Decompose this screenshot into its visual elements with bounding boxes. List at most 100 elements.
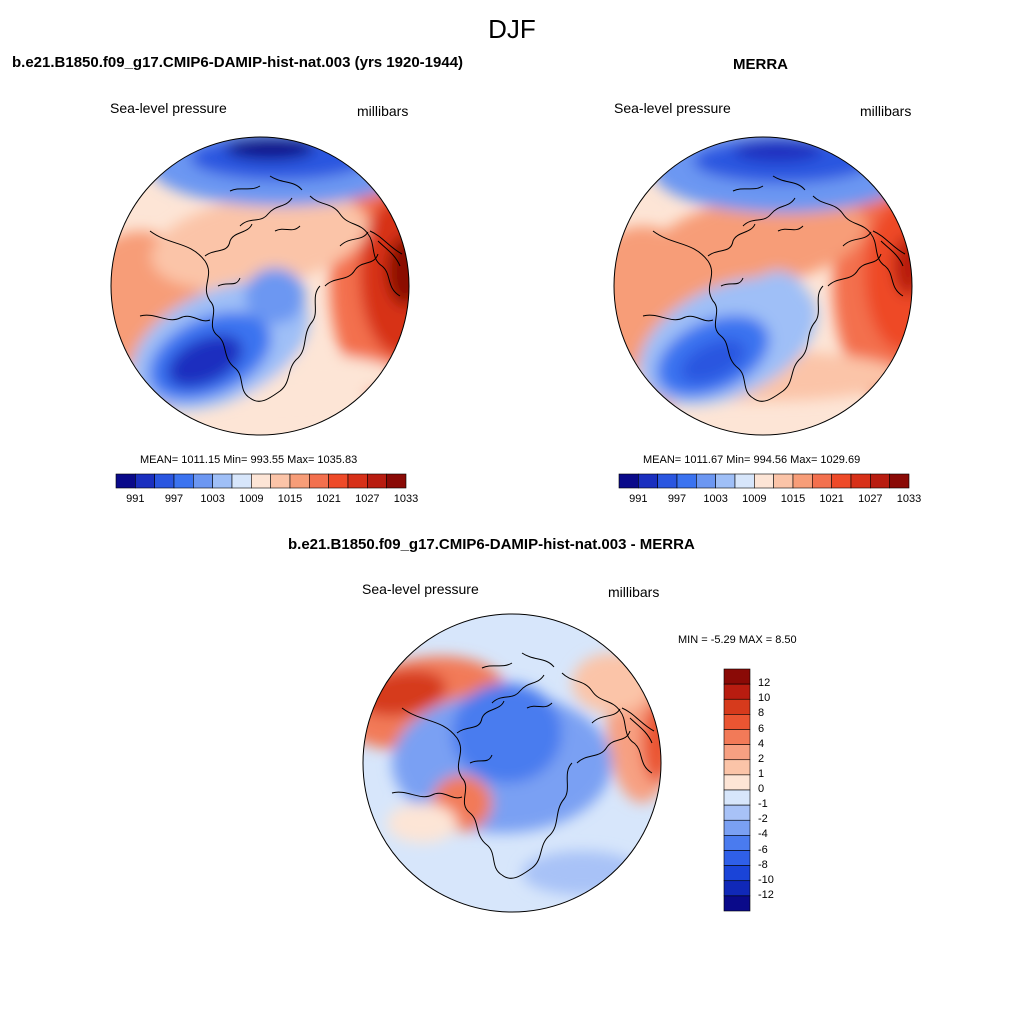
panel2-contour-region [833,156,912,416]
panel2-colorbar-swatch [889,473,910,489]
panel2-colorbar-swatch [696,473,716,489]
panel3-coastlines [391,652,655,879]
panel2-colorbar-swatch [638,473,658,489]
panel3-colorbar-swatch [723,729,751,745]
panel1-colorbar-swatch [251,473,271,489]
panel3-colorbar [723,668,751,912]
panel2-stats: MEAN= 1011.67 Min= 994.56 Max= 1029.69 [643,454,861,466]
panel1-colorbar-tick-label: 1033 [393,493,419,505]
panel3-colorbar-swatch [723,774,751,791]
panel2-colorbar-swatch [618,473,639,489]
panel3-colorbar-swatch [723,850,751,866]
panel3-title: b.e21.B1850.f09_g17.CMIP6-DAMIP-hist-nat… [288,536,695,553]
panel2-colorbar [618,473,910,489]
panel3-units-label: millibars [608,584,660,600]
panel3-colorbar-tick-label: -12 [758,888,774,901]
panel3-colorbar-tick-label: 8 [758,707,765,720]
panel3-colorbar-swatch [723,865,751,882]
panel1-colorbar-swatch [328,473,349,489]
panel1-colorbar-swatch [173,473,194,489]
panel3-colorbar-swatch [723,714,751,730]
panel1-colorbar-swatch [115,473,136,489]
panel3-colorbar-tick-label: -8 [758,858,768,871]
panel2-colorbar-tick-label: 1033 [896,493,922,505]
panel1-colorbar-tick-label: 1021 [316,493,341,505]
panel3-contour-region [387,803,457,843]
panel1-map-border [110,136,410,436]
panel1-colorbar-swatch [270,473,291,489]
panel3-colorbar-swatch [723,819,751,836]
panel3-colorbar-tick-label: -4 [758,828,768,841]
panel3-contour-region [452,683,562,783]
panel2-units-label: millibars [860,103,912,119]
panel3-contour-region [522,851,642,895]
panel2-contour-region [680,338,746,384]
panel2-colorbar-swatch [657,473,678,489]
panel3-colorbar-swatch [723,880,751,897]
panel3-colorbar-tick-label: -6 [758,843,768,856]
panel2-colorbar-swatch [754,473,774,489]
panel2-contour-region [733,138,823,162]
panel2-colorbar-swatch [870,473,890,489]
panel1-colorbar-swatch [193,473,213,489]
panel2-map-border [613,136,913,436]
panel1-colorbar-tick-label: 1015 [277,493,303,505]
panel1-map [110,136,410,436]
panel3-colorbar-tick-label: 2 [758,752,765,765]
panel1-contour-region [330,156,409,416]
panel2-colorbar-swatch [812,473,832,489]
panel1-colorbar-swatch [347,473,368,489]
panel3-colorbar-tick-label: -10 [758,873,774,886]
panel1-coastlines [139,175,403,402]
panel1-colorbar-swatch [154,473,175,489]
panel2-colorbar-tick-label: 991 [629,493,648,505]
panel3-colorbar-swatch [723,668,751,685]
panel2-colorbar-tick-label: 1015 [780,493,806,505]
panel2-variable-label: Sea-level pressure [614,100,731,116]
panel1-colorbar-swatch [386,473,407,489]
panel3-stats: MIN = -5.29 MAX = 8.50 [678,634,797,646]
panel1-title: b.e21.B1850.f09_g17.CMIP6-DAMIP-hist-nat… [12,54,464,71]
panel3-map [362,613,662,913]
panel2-contour-region [750,271,806,321]
panel1-colorbar-tick-label: 1003 [200,493,225,505]
panel1-variable-label: Sea-level pressure [110,100,227,116]
panel2-map [613,136,913,436]
panel3-colorbar-swatch [723,895,751,912]
panel1-colorbar-tick-label: 997 [164,493,184,505]
panel1-contour-region [225,137,315,160]
panel1-colorbar-swatch [367,473,387,489]
panel2-colorbar-swatch [773,473,794,489]
panel2-colorbar-tick-label: 1027 [858,493,883,505]
panel2-title: MERRA [733,56,788,73]
panel3-colorbar-swatch [723,804,751,821]
panel3-contour-region [642,703,661,783]
panel3-colorbar-tick-label: 4 [758,737,765,750]
panel1-contour-region [245,268,305,324]
panel2-colorbar-swatch [792,473,813,489]
panel3-colorbar-tick-label: -1 [758,798,768,811]
panel3-colorbar-swatch [723,789,751,806]
panel3-colorbar-swatch [723,759,751,776]
panel3-colorbar-tick-label: 6 [758,722,765,735]
panel2-colorbar-swatch [676,473,697,489]
panel1-contour-region [151,192,369,290]
panel3-colorbar-tick-label: 1 [758,767,765,780]
panel1-contour-region [387,236,409,306]
panel1-contour-region [167,334,243,388]
panel1-colorbar-tick-label: 1027 [355,493,380,505]
panel1-colorbar-swatch [135,473,155,489]
panel1-colorbar-tick-label: 991 [126,493,145,505]
panel1-units-label: millibars [357,103,409,119]
panel1-colorbar-swatch [212,473,233,489]
panel2-colorbar-swatch [831,473,852,489]
panel2-colorbar-tick-label: 1021 [819,493,844,505]
panel3-colorbar-swatch [723,698,751,715]
panel2-colorbar-swatch [850,473,871,489]
panel3-colorbar-tick-label: 10 [758,692,771,705]
panel1-colorbar-swatch [231,473,252,489]
panel3-colorbar-swatch [723,683,751,700]
panel2-colorbar-tick-label: 1009 [742,493,767,505]
panel2-colorbar-swatch [734,473,755,489]
panel2-coastlines [642,175,906,402]
